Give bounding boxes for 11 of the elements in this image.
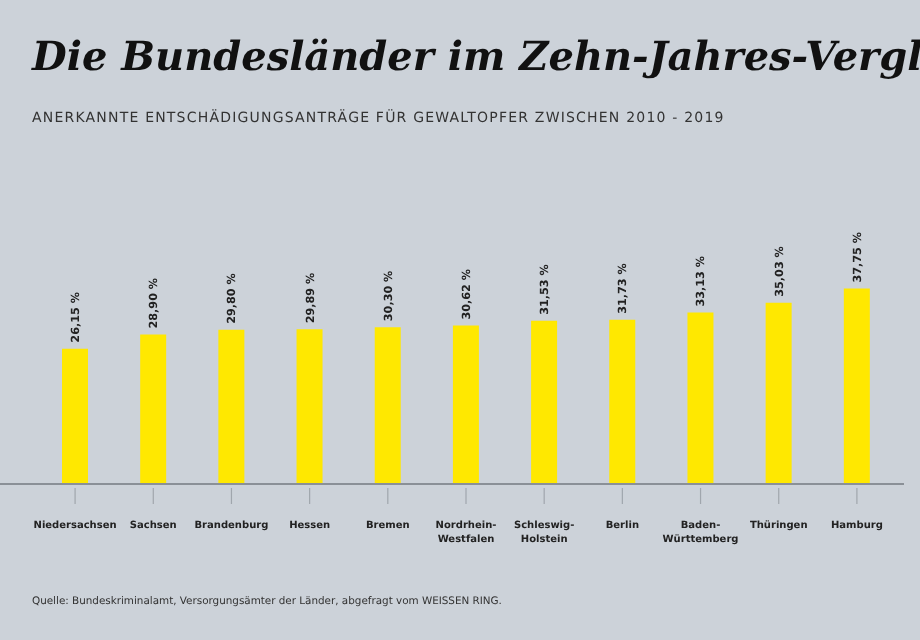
bar: [765, 302, 792, 484]
bar: [218, 329, 245, 484]
bar: [452, 325, 479, 484]
bar: [140, 334, 167, 484]
bar: [296, 329, 323, 484]
bar: [609, 319, 636, 484]
bar: [687, 312, 714, 484]
bar: [374, 327, 401, 484]
bar: [62, 348, 88, 484]
bar: [843, 288, 870, 484]
bar: [531, 320, 558, 484]
